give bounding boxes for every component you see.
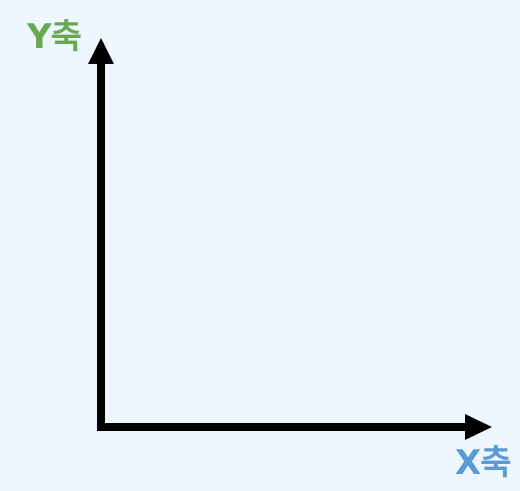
- y-axis-label: Y축: [27, 17, 82, 57]
- x-axis-label: X축: [455, 443, 511, 483]
- x-axis-arrowhead: [465, 414, 492, 440]
- y-axis-arrowhead: [88, 38, 114, 64]
